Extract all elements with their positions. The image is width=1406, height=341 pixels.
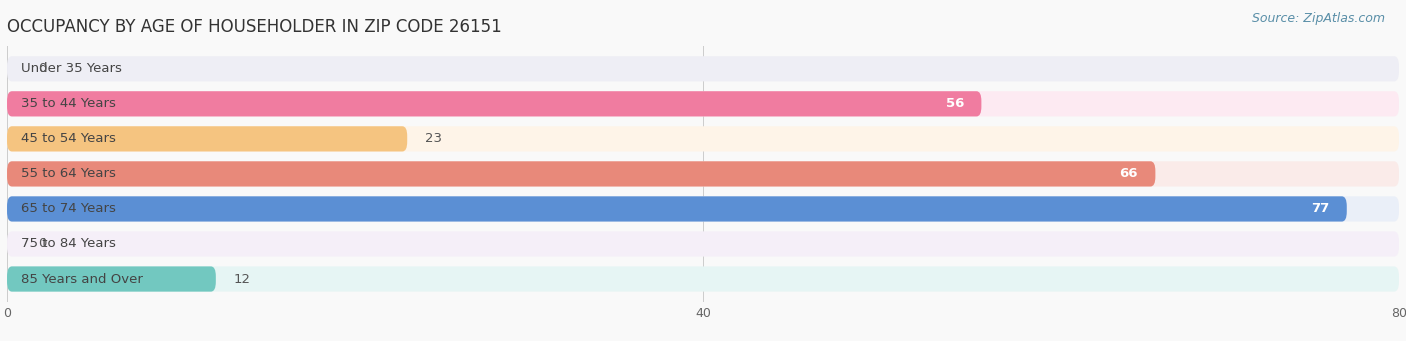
FancyBboxPatch shape: [7, 126, 1399, 151]
Text: 55 to 64 Years: 55 to 64 Years: [21, 167, 115, 180]
Text: 12: 12: [233, 272, 250, 285]
Text: 0: 0: [38, 237, 46, 251]
FancyBboxPatch shape: [7, 56, 1399, 81]
Text: 35 to 44 Years: 35 to 44 Years: [21, 97, 115, 110]
FancyBboxPatch shape: [7, 196, 1399, 222]
Text: Source: ZipAtlas.com: Source: ZipAtlas.com: [1251, 12, 1385, 25]
Text: Under 35 Years: Under 35 Years: [21, 62, 122, 75]
FancyBboxPatch shape: [7, 91, 1399, 117]
Text: OCCUPANCY BY AGE OF HOUSEHOLDER IN ZIP CODE 26151: OCCUPANCY BY AGE OF HOUSEHOLDER IN ZIP C…: [7, 18, 502, 36]
Text: 65 to 74 Years: 65 to 74 Years: [21, 203, 115, 216]
Text: 0: 0: [38, 62, 46, 75]
FancyBboxPatch shape: [7, 91, 981, 117]
FancyBboxPatch shape: [7, 231, 1399, 256]
FancyBboxPatch shape: [7, 266, 1399, 292]
Text: 77: 77: [1312, 203, 1330, 216]
FancyBboxPatch shape: [7, 126, 408, 151]
FancyBboxPatch shape: [7, 161, 1399, 187]
Text: 66: 66: [1119, 167, 1137, 180]
FancyBboxPatch shape: [7, 196, 1347, 222]
FancyBboxPatch shape: [7, 161, 1156, 187]
Text: 45 to 54 Years: 45 to 54 Years: [21, 132, 115, 145]
Text: 85 Years and Over: 85 Years and Over: [21, 272, 143, 285]
Text: 23: 23: [425, 132, 441, 145]
Text: 56: 56: [946, 97, 965, 110]
Text: 75 to 84 Years: 75 to 84 Years: [21, 237, 115, 251]
FancyBboxPatch shape: [7, 266, 217, 292]
